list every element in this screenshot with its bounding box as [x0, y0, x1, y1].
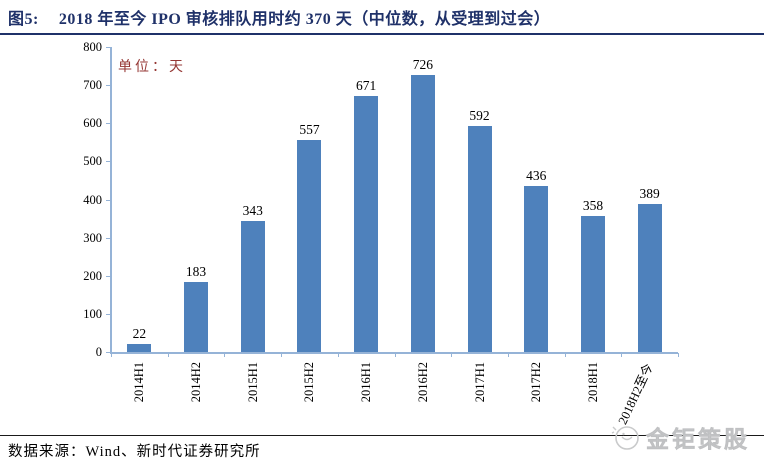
y-axis-tick: [106, 352, 110, 353]
brand-name: 金钜策股: [646, 427, 750, 453]
x-axis-label-text: 2016H1: [359, 362, 374, 403]
y-axis-label: 400: [83, 192, 102, 207]
x-axis-label-text: 2015H2: [302, 362, 317, 403]
bar-value-label: 726: [412, 57, 433, 73]
bar-value-label: 557: [299, 121, 320, 137]
x-axis-label-text: 2018H2至今: [615, 361, 656, 427]
figure-title: 图5: 2018 年至今 IPO 审核排队用时约 370 天（中位数，从受理到过会…: [8, 5, 550, 29]
x-axis-tick: [394, 353, 396, 357]
title-divider: [0, 33, 764, 35]
bar-value-label: 389: [639, 185, 660, 201]
y-axis-label: 700: [83, 78, 102, 93]
bar-value-label: 592: [469, 108, 490, 124]
y-axis-label: 600: [83, 116, 102, 131]
y-axis-line: [110, 47, 112, 353]
bar-value-label: 343: [242, 203, 263, 219]
figure-title-text: 2018 年至今 IPO 审核排队用时约 370 天（中位数，从受理到过会）: [58, 11, 551, 28]
bar: [467, 126, 492, 352]
x-axis-tick: [224, 353, 226, 357]
y-axis-label: 100: [83, 306, 102, 321]
bar: [524, 185, 549, 352]
bar: [184, 282, 209, 352]
bar: [127, 343, 152, 352]
x-axis-label-text: 2014H1: [132, 362, 147, 403]
bar: [637, 203, 662, 352]
y-axis-tick: [106, 47, 110, 48]
bar-value-label: 22: [132, 325, 147, 341]
x-axis-label-text: 2017H2: [529, 362, 544, 403]
bar-value-label: 183: [185, 264, 207, 280]
x-axis-tick: [507, 353, 509, 357]
bar-value-label: 358: [582, 197, 604, 213]
x-axis-tick: [281, 353, 283, 357]
y-axis-tick: [106, 85, 110, 87]
x-axis-tick: [678, 353, 679, 357]
x-axis-label-text: 2017H1: [472, 362, 487, 403]
x-axis-label-text: 2014H2: [189, 362, 204, 403]
y-axis-label: 300: [83, 230, 102, 245]
y-axis-tick: [106, 275, 110, 277]
x-axis-label-text: 2015H1: [245, 362, 260, 403]
unit-label: 单位：天: [118, 60, 186, 75]
bar: [580, 215, 605, 352]
brand-watermark: 金钜策股: [610, 420, 750, 454]
bar: [354, 96, 379, 352]
y-axis-tick: [106, 161, 110, 163]
bar: [240, 221, 265, 352]
figure-number-label: 图5:: [8, 11, 39, 28]
y-axis-tick: [106, 237, 110, 239]
x-axis-label-text: 2016H2: [415, 362, 430, 403]
bar-value-label: 436: [526, 167, 547, 183]
y-axis-label: 200: [83, 268, 102, 283]
source-note: 数据来源：Wind、新时代证券研究所: [8, 444, 261, 460]
x-axis-tick: [167, 353, 169, 357]
y-axis-label: 0: [95, 345, 102, 359]
brand-logo-icon: [611, 426, 639, 450]
y-axis-tick: [106, 313, 110, 315]
y-axis-label: 800: [83, 40, 102, 54]
x-axis-label-text: 2018H1: [585, 362, 600, 403]
bar-value-label: 671: [356, 78, 377, 94]
x-axis-line: [110, 352, 678, 354]
x-axis-tick: [111, 353, 112, 357]
bar: [410, 75, 435, 352]
x-axis-tick: [564, 353, 566, 357]
y-axis-tick: [106, 199, 110, 201]
bar: [297, 139, 322, 352]
footer-divider: [0, 435, 764, 436]
x-axis-tick: [337, 353, 339, 357]
y-axis-tick: [106, 123, 110, 125]
x-axis-tick: [451, 353, 453, 357]
y-axis-label: 500: [83, 154, 102, 169]
x-axis-tick: [621, 353, 623, 357]
